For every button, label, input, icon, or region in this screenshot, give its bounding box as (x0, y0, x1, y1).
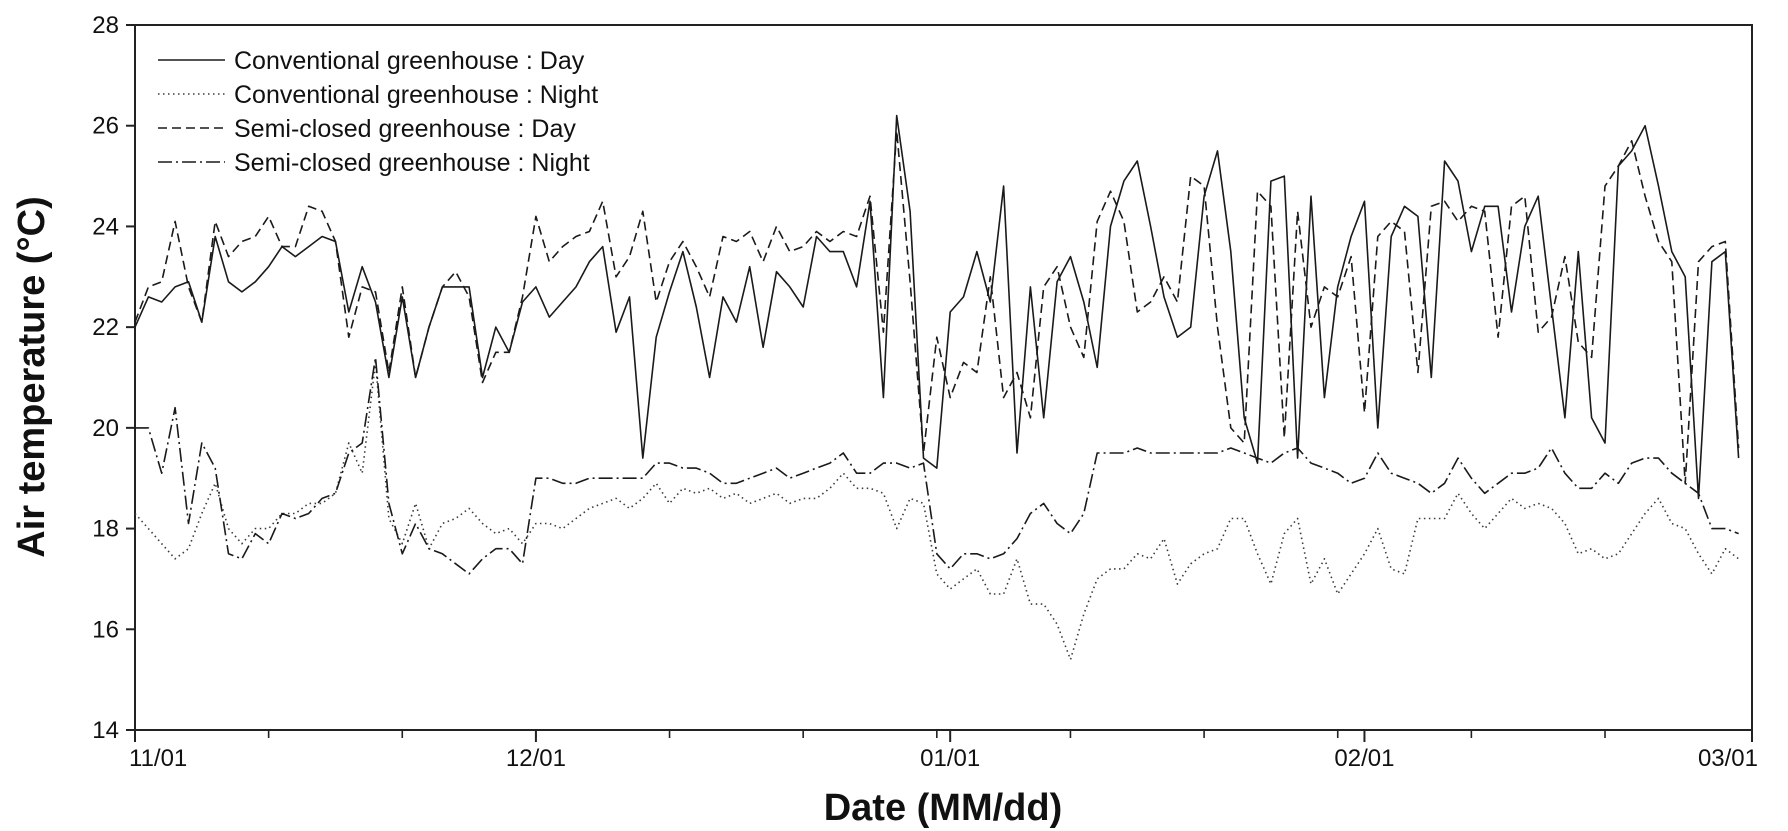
y-axis: 14 16 18 20 22 24 26 28 (92, 12, 135, 744)
y-axis-title: Air temperature (°C) (11, 196, 53, 557)
x-axis-title: Date (MM/dd) (824, 787, 1063, 829)
plot-area (134, 24, 1753, 731)
y-tick-label: 20 (92, 415, 119, 442)
series-line-semi-closed-greenhouse-day (134, 130, 1740, 485)
y-tick-label: 26 (92, 113, 119, 140)
x-tick-label: 03/01 (1698, 745, 1758, 772)
series-layer (134, 114, 1740, 661)
x-tick-label: 11/01 (129, 745, 187, 772)
legend-label-conventional-night: Conventional greenhouse : Night (234, 81, 598, 109)
legend: Conventional greenhouse : Day Convention… (158, 47, 598, 177)
y-tick-label: 22 (92, 314, 119, 341)
legend-label-semiclosed-day: Semi-closed greenhouse : Day (234, 115, 576, 143)
x-axis: 11/01 12/01 01/01 02/01 03/01 (129, 730, 1758, 772)
series-line-conventional-greenhouse-night (134, 361, 1740, 661)
series-line-conventional-greenhouse-day (134, 114, 1740, 500)
legend-label-semiclosed-night: Semi-closed greenhouse : Night (234, 149, 590, 177)
y-tick-label: 28 (92, 12, 119, 39)
y-tick-label: 24 (92, 213, 119, 240)
series-line-semi-closed-greenhouse-night (135, 356, 1739, 575)
x-tick-label: 01/01 (920, 745, 980, 772)
y-tick-label: 14 (92, 717, 119, 744)
x-tick-label: 12/01 (506, 745, 566, 772)
y-tick-label: 16 (92, 616, 119, 643)
legend-label-conventional-day: Conventional greenhouse : Day (234, 47, 585, 75)
x-tick-label: 02/01 (1334, 745, 1394, 772)
y-tick-label: 18 (92, 516, 119, 543)
